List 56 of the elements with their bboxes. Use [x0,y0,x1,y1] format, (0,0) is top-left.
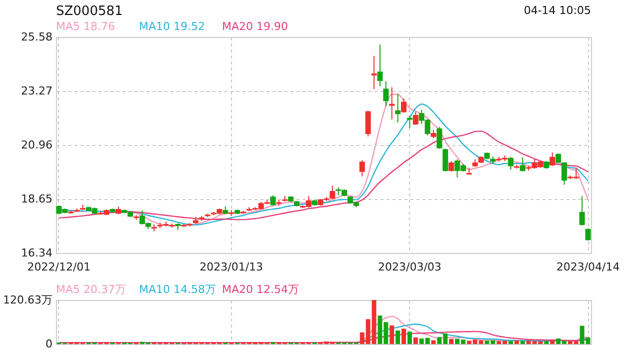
candlestick [562,162,567,186]
candlestick [377,44,383,87]
bar [431,340,436,344]
candlestick [412,111,418,126]
bar [390,325,394,344]
y-tick-label: 25.58 [21,30,52,44]
bar [407,332,412,344]
bar [550,340,555,344]
text: MA10 14.58万 [139,283,216,296]
candlestick [448,160,454,172]
candlestick [585,228,591,242]
bar [520,341,525,344]
bar [514,340,519,344]
candlestick [383,80,389,107]
text: MA20 12.54万 [222,283,299,296]
text: MA5 20.37万 [56,283,126,296]
text: MA10 19.52 [139,20,205,33]
y-tick-label: 23.27 [21,84,52,98]
candlestick [579,196,585,226]
candlestick [395,93,401,123]
bar [413,337,418,344]
candlestick [365,110,371,137]
candlestick [436,126,442,150]
chart-title: SZ000581 [56,4,123,19]
candlestick [508,156,514,170]
y-tick-label: 16.34 [21,246,52,260]
line-series [58,330,589,344]
y-tick-label: 0 [46,338,52,350]
bar [544,341,549,344]
y-tick-label: 18.65 [21,192,52,206]
candlestick [550,152,556,166]
text: 04-14 10:05 [524,4,591,17]
bar [508,341,513,344]
candlestick [406,115,412,128]
candlestick [330,185,336,200]
line-series [58,130,589,220]
line-series [356,324,589,343]
text: MA20 19.90 [222,20,288,33]
candlestick [520,156,526,172]
x-tick-label: 2023/03/03 [378,260,442,274]
x-tick-label: 2022/12/01 [27,260,91,274]
bar [449,338,454,344]
candlestick [401,98,406,114]
candlestick [270,194,276,206]
y-tick-label: 120.63万 [3,294,52,306]
candlestick [371,55,377,90]
text: MA5 18.76 [56,20,116,33]
candlestick [359,160,365,177]
candlestick [556,152,562,164]
x-tick-label: 2023/04/14 [556,260,620,274]
candlestick [442,148,448,172]
x-tick-label: 2023/01/13 [200,260,264,274]
candlestick [389,86,395,120]
bar [402,328,406,344]
bar [396,330,400,344]
y-tick-label: 20.96 [21,138,52,152]
